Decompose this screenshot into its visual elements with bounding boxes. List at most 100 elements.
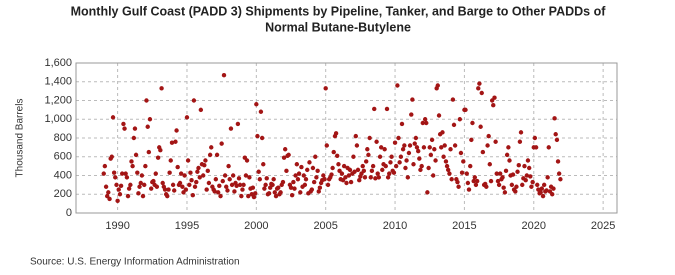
point <box>237 182 243 188</box>
point <box>270 182 275 188</box>
point <box>310 165 316 171</box>
point <box>411 162 416 167</box>
point <box>484 184 489 189</box>
point <box>205 168 210 174</box>
point <box>504 152 510 158</box>
point <box>289 192 295 198</box>
point <box>370 163 376 169</box>
point <box>459 170 465 175</box>
point <box>403 165 408 171</box>
point <box>139 173 145 178</box>
point <box>142 182 147 188</box>
point <box>419 163 424 169</box>
point <box>128 182 133 188</box>
point <box>246 193 251 199</box>
point <box>427 145 432 150</box>
point <box>198 107 204 113</box>
point <box>316 189 321 194</box>
point <box>130 163 135 169</box>
point <box>486 133 491 139</box>
x-tick-label: 2020 <box>522 220 546 232</box>
point <box>420 120 425 126</box>
point <box>259 135 265 141</box>
point <box>303 177 309 182</box>
source-note: Source: U.S. Energy Information Administ… <box>30 257 240 268</box>
point <box>455 179 460 185</box>
point <box>272 190 277 195</box>
point <box>339 171 345 176</box>
point <box>439 145 444 150</box>
x-tick-label: 2025 <box>591 220 615 232</box>
point <box>494 171 499 176</box>
point <box>418 167 423 173</box>
point <box>425 190 430 195</box>
point <box>529 184 534 189</box>
point <box>143 163 148 169</box>
point <box>391 170 397 175</box>
point <box>323 86 328 91</box>
point <box>180 184 185 189</box>
point <box>106 190 111 195</box>
point <box>122 126 127 131</box>
point <box>280 179 286 185</box>
x-tick-label: 2015 <box>452 220 476 232</box>
point <box>284 168 289 174</box>
point <box>118 183 124 189</box>
point <box>330 165 335 171</box>
point <box>398 154 404 159</box>
point <box>507 158 512 163</box>
point <box>426 165 431 171</box>
point <box>515 169 520 174</box>
point <box>132 126 138 131</box>
point <box>234 183 239 189</box>
point <box>520 182 525 188</box>
point <box>496 182 502 188</box>
point <box>377 154 383 159</box>
point <box>550 192 555 197</box>
point <box>463 107 468 113</box>
point <box>503 168 509 174</box>
chart-title: Normal Butane-Butylene <box>265 20 411 34</box>
point <box>183 187 189 192</box>
point <box>343 175 348 180</box>
point <box>262 186 267 191</box>
point <box>136 191 141 196</box>
point <box>309 187 315 192</box>
point <box>452 143 458 148</box>
point <box>273 193 279 199</box>
point <box>373 176 378 181</box>
point <box>416 148 421 154</box>
point <box>442 143 447 148</box>
point <box>355 167 361 173</box>
point <box>501 185 506 190</box>
point <box>541 182 547 188</box>
y-tick-label: 200 <box>54 188 72 200</box>
point <box>173 139 178 144</box>
y-axis-label: Thousand Barrels <box>15 99 26 178</box>
point <box>292 186 297 191</box>
point <box>469 137 474 143</box>
point <box>502 190 508 195</box>
point <box>458 150 464 156</box>
point <box>228 126 234 131</box>
point <box>324 143 330 148</box>
point <box>354 143 360 148</box>
point <box>195 169 200 174</box>
point <box>119 171 125 176</box>
point <box>479 90 484 96</box>
point <box>544 188 549 193</box>
point <box>530 179 535 185</box>
point <box>276 185 281 190</box>
point <box>378 145 384 150</box>
point <box>474 178 480 184</box>
point <box>209 145 214 150</box>
point <box>170 182 176 188</box>
point <box>409 112 414 117</box>
point <box>116 187 121 192</box>
point <box>230 173 236 178</box>
point <box>294 162 300 167</box>
point <box>251 194 257 200</box>
point <box>430 173 436 178</box>
point <box>516 162 521 168</box>
